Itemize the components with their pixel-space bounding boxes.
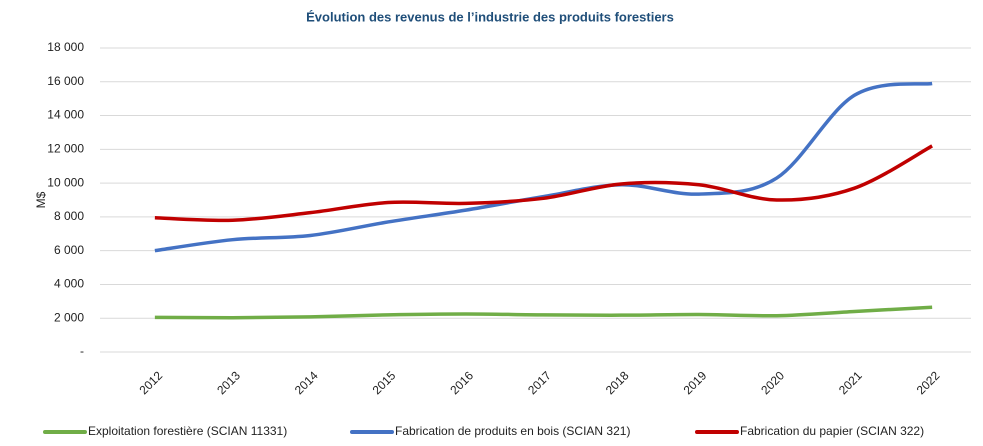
x-tick-label: 2020 xyxy=(758,368,787,397)
legend-label: Fabrication du papier (SCIAN 322) xyxy=(740,424,924,438)
y-tick-label: - xyxy=(80,344,84,358)
line xyxy=(154,144,933,223)
x-tick-label: 2013 xyxy=(214,368,243,397)
x-tick-label: 2015 xyxy=(370,368,399,397)
y-tick-label: 16 000 xyxy=(47,74,84,88)
chart-title: Évolution des revenus de l’industrie des… xyxy=(306,9,674,24)
y-tick-label: 10 000 xyxy=(47,175,84,189)
y-tick-label: 6 000 xyxy=(54,243,84,257)
x-tick-label: 2021 xyxy=(836,368,865,397)
line xyxy=(154,305,933,320)
line xyxy=(154,81,933,253)
x-tick-label: 2014 xyxy=(292,368,321,397)
y-tick-label: 2 000 xyxy=(54,310,84,324)
legend-label: Fabrication de produits en bois (SCIAN 3… xyxy=(395,424,630,438)
x-tick-label: 2019 xyxy=(681,368,710,397)
y-axis-label: M$ xyxy=(34,191,48,208)
y-tick-label: 8 000 xyxy=(54,209,84,223)
y-tick-label: 18 000 xyxy=(47,40,84,54)
x-tick-label: 2016 xyxy=(447,368,476,397)
y-tick-label: 12 000 xyxy=(47,142,84,156)
x-tick-label: 2022 xyxy=(914,368,943,397)
x-tick-label: 2017 xyxy=(525,368,554,397)
y-tick-label: 4 000 xyxy=(54,277,84,291)
y-tick-label: 14 000 xyxy=(47,108,84,122)
x-tick-label: 2012 xyxy=(136,368,165,397)
legend-label: Exploitation forestière (SCIAN 11331) xyxy=(88,424,287,438)
x-tick-label: 2018 xyxy=(603,368,632,397)
